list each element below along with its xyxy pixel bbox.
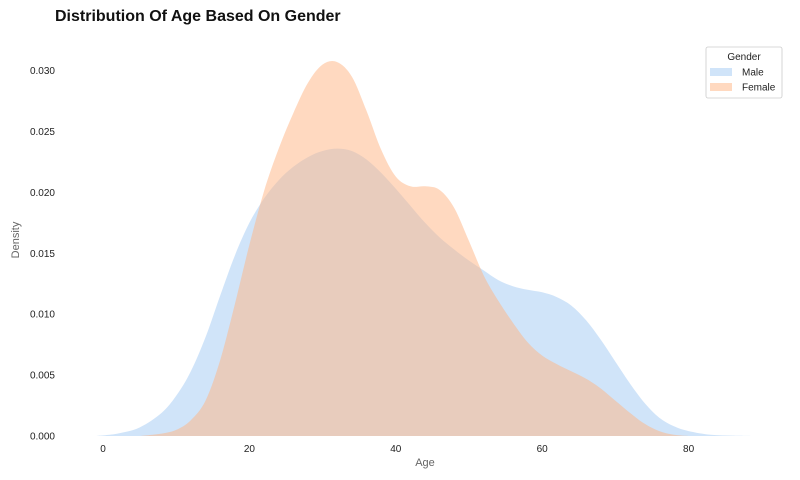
series-layer — [95, 61, 755, 437]
x-axis-label: Age — [415, 457, 435, 469]
series-area-female — [139, 61, 689, 437]
y-tick-labels: 0.000 0.005 0.010 0.015 0.020 0.025 0.030 — [30, 66, 55, 442]
chart-title: Distribution Of Age Based On Gender — [55, 8, 341, 25]
legend: Gender Male Female — [705, 46, 783, 99]
y-tick-label: 0.000 — [30, 432, 55, 443]
x-tick-label: 0 — [100, 444, 106, 455]
y-tick-label: 0.025 — [30, 127, 55, 138]
legend-swatch-female — [710, 83, 732, 91]
legend-label-female: Female — [742, 83, 776, 94]
x-tick-label: 60 — [537, 444, 549, 455]
y-tick-label: 0.015 — [30, 249, 55, 260]
y-tick-label: 0.005 — [30, 371, 55, 382]
legend-title: Gender — [727, 52, 761, 63]
x-tick-label: 20 — [244, 444, 256, 455]
y-tick-label: 0.010 — [30, 310, 55, 321]
x-tick-labels: 0 20 40 60 80 — [100, 444, 694, 455]
x-tick-label: 40 — [390, 444, 402, 455]
y-tick-label: 0.030 — [30, 66, 55, 77]
x-tick-label: 80 — [683, 444, 695, 455]
legend-swatch-male — [710, 68, 732, 76]
y-axis-label: Density — [10, 221, 22, 258]
y-tick-label: 0.020 — [30, 188, 55, 199]
legend-items: Male Female — [710, 68, 776, 94]
legend-label-male: Male — [742, 68, 764, 79]
